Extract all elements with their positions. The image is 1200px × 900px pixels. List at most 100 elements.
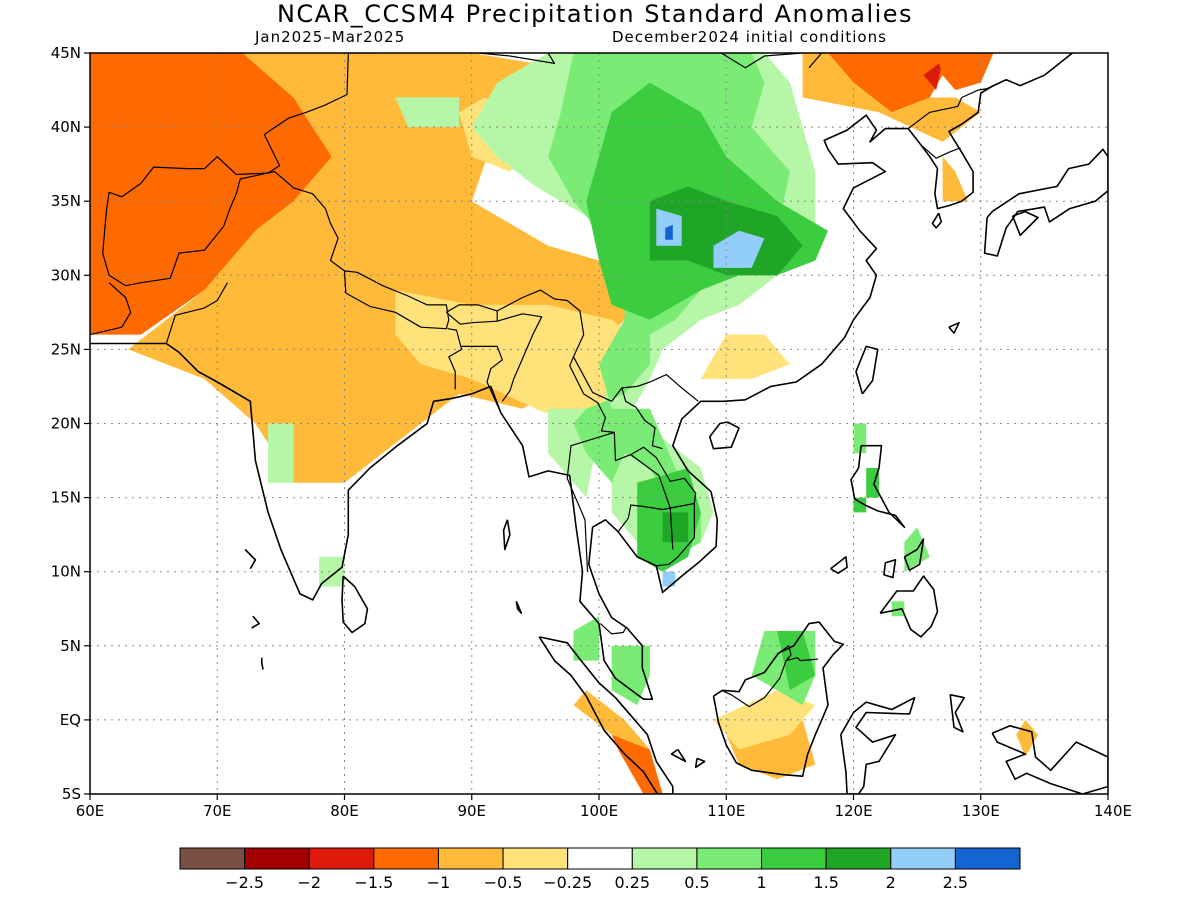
anomaly-region-26: [891, 601, 905, 617]
colorbar-label: −2: [297, 873, 321, 892]
country-border-23: [90, 282, 132, 336]
country-border-13: [621, 387, 663, 450]
country-border-2: [343, 270, 347, 294]
lon-tick-label: 70E: [203, 802, 232, 820]
colorbar-swatch-11: [890, 847, 956, 870]
lat-tick-label: 40N: [51, 118, 81, 136]
coastline-19: [670, 748, 687, 763]
country-border-12: [617, 504, 671, 533]
coastline-21: [502, 519, 511, 551]
country-border-21: [720, 53, 803, 69]
colorbar-swatch-10: [825, 847, 892, 870]
coastline-13: [991, 724, 1108, 794]
lon-tick-label: 110E: [707, 802, 745, 820]
lon-tick-label: 130E: [962, 802, 1000, 820]
coastline-5: [855, 345, 879, 395]
colorbar-label: −2.5: [225, 873, 264, 892]
colorbar-label: −1.5: [354, 873, 393, 892]
colorbar-swatch-8: [696, 847, 763, 870]
lat-tick-label: 35N: [51, 192, 81, 210]
coastline-2: [538, 636, 674, 794]
anomaly-region-31: [853, 497, 867, 513]
colorbar-swatch-12: [954, 847, 1021, 870]
anomaly-region-3: [923, 60, 943, 91]
coastline-8: [903, 538, 925, 572]
lat-tick-label: 5N: [60, 637, 81, 655]
plot-area: [90, 53, 1108, 794]
coastline-0: [90, 53, 1073, 701]
country-border-10: [656, 502, 696, 567]
anomaly-region-0: [90, 53, 332, 335]
lat-tick-label: 15N: [51, 489, 81, 507]
anomaly-region-23: [573, 616, 599, 661]
colorbar-label: 2.5: [943, 873, 968, 892]
anomaly-region-35: [713, 230, 765, 268]
country-border-19: [808, 53, 823, 69]
coastline-16: [1011, 210, 1039, 237]
colorbar-swatch-3: [373, 847, 439, 870]
colorbar-swatch-0: [179, 847, 246, 870]
colorbar-label: 0.5: [684, 873, 709, 892]
lat-tick-label: 10N: [51, 563, 81, 581]
coastline-1: [341, 575, 369, 634]
coastline-17: [948, 321, 960, 334]
graticule: [90, 53, 1108, 794]
country-border-18: [920, 144, 961, 159]
country-border-6: [461, 345, 503, 414]
lat-tick-label: 25N: [51, 340, 81, 358]
coastline-15: [983, 148, 1108, 257]
colorbar-label: 1.5: [813, 873, 838, 892]
anomaly-region-24: [853, 423, 867, 454]
country-border-11: [630, 446, 697, 504]
coastline-25: [244, 548, 257, 570]
country-borders: [90, 53, 994, 708]
colorbar-swatch-9: [761, 847, 827, 870]
lon-tick-label: 100E: [580, 802, 618, 820]
coastline-6: [850, 444, 906, 529]
anomaly-region-36: [662, 571, 676, 587]
coastline-10: [830, 556, 848, 575]
lat-tick-label: 5S: [62, 785, 81, 803]
coastline-9: [883, 558, 897, 579]
coastlines: [90, 53, 1108, 794]
anomaly-region-14: [700, 334, 790, 379]
colorbar-swatch-6: [567, 847, 633, 870]
country-border-3: [445, 304, 498, 325]
anomaly-region-19: [319, 556, 345, 587]
lat-tick-label: 30N: [51, 266, 81, 284]
map-title: NCAR_CCSM4 Precipitation Standard Anomal…: [276, 0, 914, 28]
anomaly-region-30: [866, 468, 879, 498]
lat-tick-label: 45N: [51, 44, 81, 62]
country-border-5: [447, 328, 463, 390]
colorbar-swatch-2: [308, 847, 375, 870]
country-border-14: [599, 623, 627, 635]
lon-tick-label: 90E: [457, 802, 486, 820]
colorbar-label: −0.5: [484, 873, 523, 892]
country-border-16: [778, 645, 792, 661]
coastline-23: [260, 657, 264, 670]
lon-tick-label: 80E: [330, 802, 359, 820]
country-border-4: [496, 289, 699, 402]
coastline-11: [840, 696, 916, 794]
colorbar-label: −1: [427, 873, 451, 892]
anomaly-region-15: [713, 690, 816, 750]
coastline-7: [879, 575, 939, 638]
anomaly-region-8: [573, 690, 650, 750]
colorbar: −2.5 −2 −1.5 −1 −0.5 −0.25 0.25 0.5 1 1.5 2 2.5: [179, 847, 1021, 892]
country-border-24: [165, 282, 228, 344]
anomaly-region-18: [268, 423, 294, 483]
coastline-12: [949, 693, 966, 733]
lon-tick-label: 120E: [834, 802, 872, 820]
country-border-22: [478, 53, 556, 65]
lon-tick-label: 60E: [76, 802, 105, 820]
anomaly-region-4: [611, 734, 663, 794]
country-border-15: [720, 657, 818, 708]
colorbar-label: 2: [886, 873, 896, 892]
coastline-14: [931, 212, 943, 229]
forecast-period: Jan2025–Mar2025: [255, 28, 406, 46]
colorbar-swatch-7: [631, 847, 698, 870]
coastline-22: [515, 600, 523, 615]
colorbar-swatch-4: [437, 847, 504, 870]
country-border-17: [907, 85, 994, 130]
